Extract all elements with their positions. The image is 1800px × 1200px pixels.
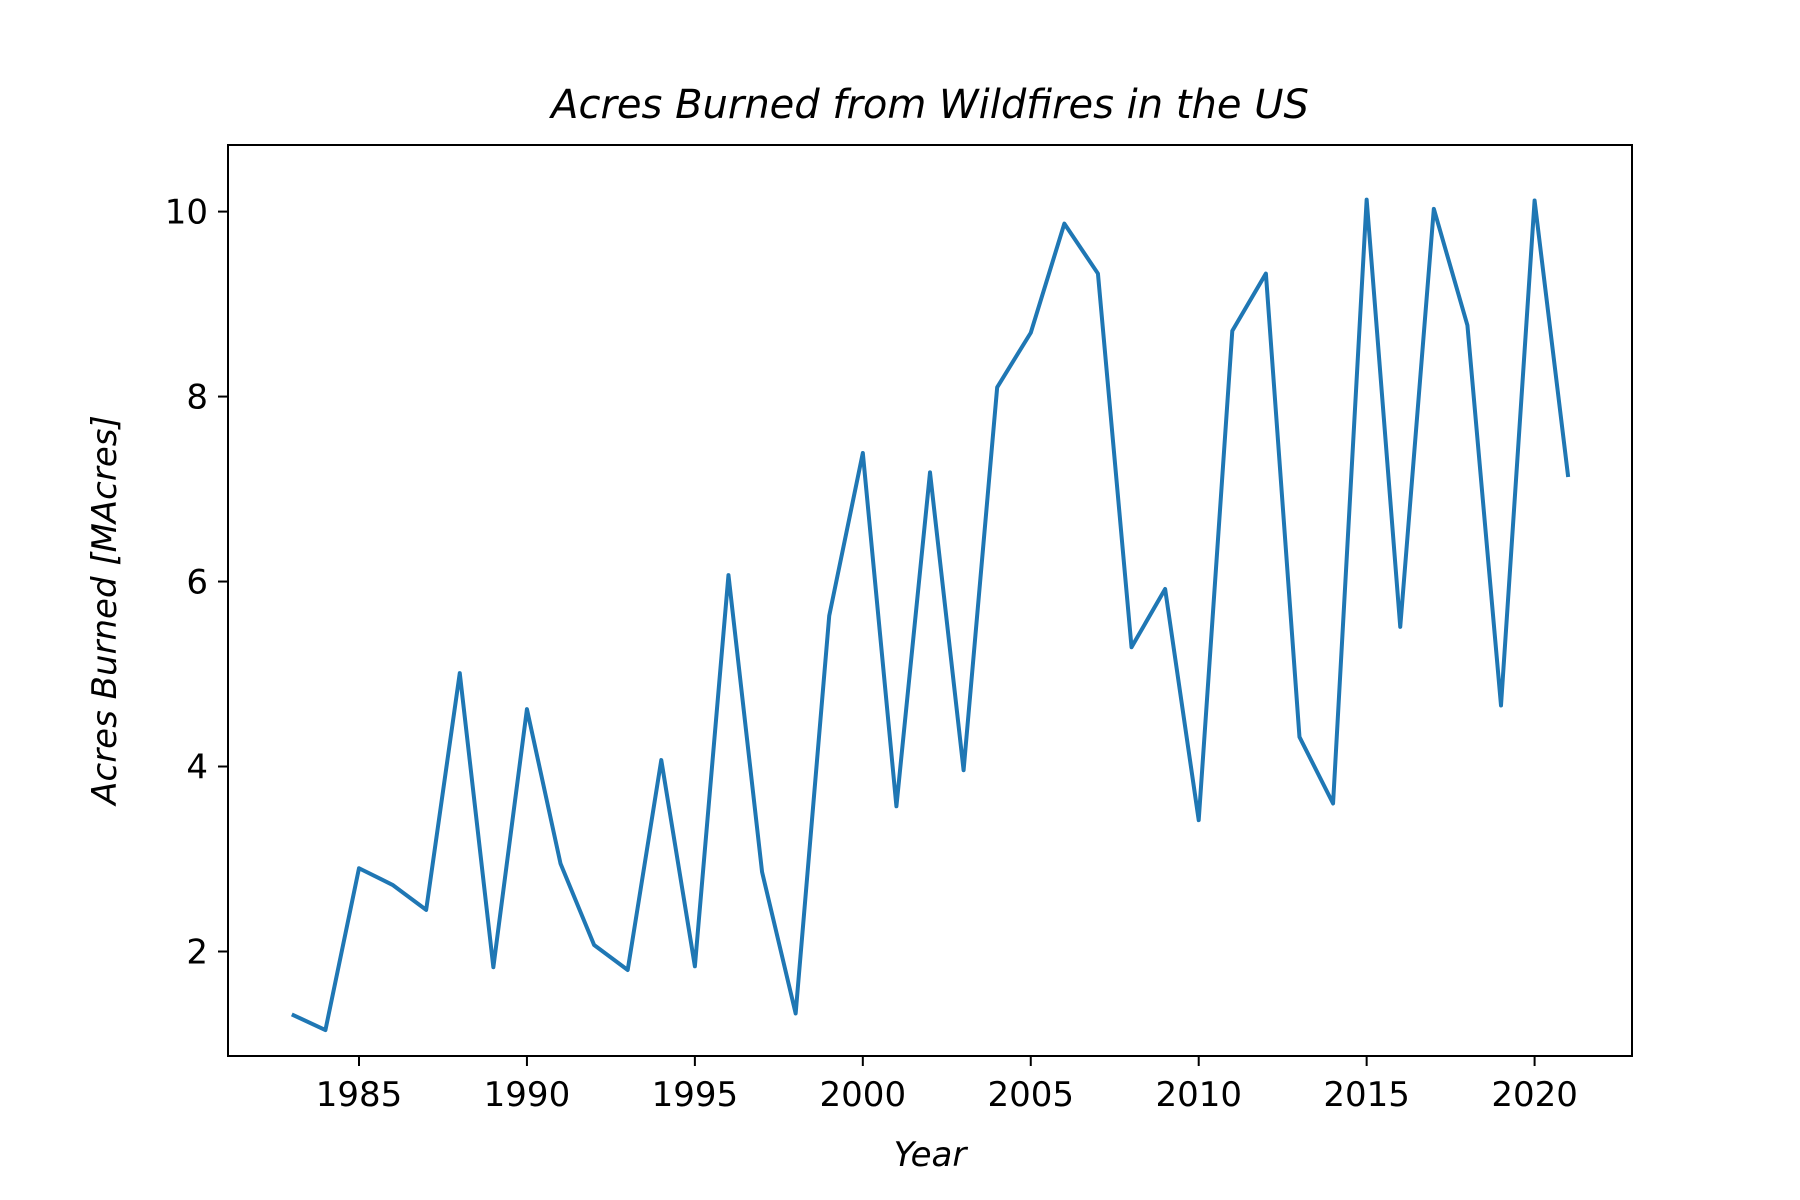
y-tick-label: 2 — [186, 932, 208, 972]
chart-title: Acres Burned from Wildfires in the US — [548, 82, 1309, 128]
y-axis-label: Acres Burned [MAcres] — [85, 415, 125, 807]
y-axis: 2 4 6 8 10 — [165, 193, 228, 972]
x-tick-label: 1995 — [652, 1075, 739, 1115]
x-tick-label: 2010 — [1155, 1075, 1242, 1115]
x-tick-label: 1990 — [484, 1075, 571, 1115]
x-tick-label: 2020 — [1491, 1075, 1578, 1115]
x-axis-label: Year — [894, 1135, 969, 1175]
x-tick-label: 1985 — [316, 1075, 403, 1115]
plot-area — [227, 144, 1633, 1057]
x-tick-label: 2015 — [1323, 1075, 1410, 1115]
plot-frame — [227, 144, 1633, 1057]
y-tick-label: 10 — [165, 193, 208, 233]
x-tick-label: 2005 — [987, 1075, 1074, 1115]
y-tick-label: 8 — [186, 378, 208, 418]
series-line-acres-burned — [290, 197, 1571, 1033]
x-axis: 1985 1990 1995 2000 2005 2010 2015 2020 — [316, 1056, 1578, 1115]
y-tick-label: 6 — [186, 563, 208, 603]
y-tick-label: 4 — [186, 748, 208, 788]
x-tick-label: 2000 — [820, 1075, 907, 1115]
